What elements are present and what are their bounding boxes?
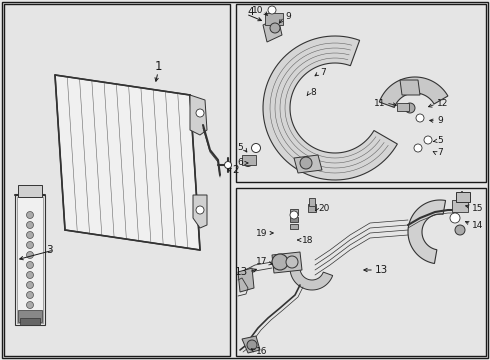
Text: 8: 8	[310, 87, 316, 96]
Polygon shape	[193, 195, 207, 228]
Text: 17: 17	[255, 257, 267, 266]
Polygon shape	[55, 75, 200, 250]
Circle shape	[414, 144, 422, 152]
Text: 14: 14	[472, 220, 483, 230]
Bar	[309, 198, 315, 206]
Polygon shape	[238, 268, 254, 292]
Polygon shape	[272, 252, 302, 273]
Circle shape	[26, 292, 33, 298]
Text: 2: 2	[232, 165, 239, 175]
Circle shape	[244, 158, 252, 166]
Text: 10: 10	[251, 5, 263, 14]
Polygon shape	[190, 95, 207, 135]
Polygon shape	[290, 261, 333, 290]
Circle shape	[26, 271, 33, 279]
Polygon shape	[400, 80, 420, 95]
Circle shape	[26, 302, 33, 309]
Circle shape	[300, 157, 312, 169]
Circle shape	[26, 252, 33, 258]
Circle shape	[196, 109, 204, 117]
Text: 6: 6	[237, 158, 243, 166]
Text: 20: 20	[318, 203, 329, 212]
Bar	[290, 217, 298, 222]
Circle shape	[450, 213, 460, 223]
Circle shape	[26, 261, 33, 269]
Text: 5: 5	[437, 135, 443, 144]
Bar	[397, 103, 409, 111]
Circle shape	[268, 6, 276, 14]
Circle shape	[286, 256, 298, 268]
Bar	[18, 185, 42, 197]
Polygon shape	[263, 36, 397, 180]
Circle shape	[251, 144, 261, 153]
Circle shape	[26, 282, 33, 288]
Polygon shape	[379, 77, 448, 108]
Text: 18: 18	[302, 235, 314, 244]
Text: 19: 19	[255, 229, 267, 238]
Text: 13: 13	[235, 267, 248, 277]
Text: 9: 9	[437, 116, 443, 125]
Text: 1: 1	[154, 59, 162, 72]
Circle shape	[455, 225, 465, 235]
Circle shape	[224, 162, 231, 168]
Polygon shape	[294, 155, 322, 173]
Bar	[18, 310, 42, 322]
Polygon shape	[263, 18, 282, 42]
Text: 16: 16	[256, 347, 268, 356]
Text: 9: 9	[285, 12, 291, 21]
Circle shape	[270, 23, 280, 33]
Circle shape	[416, 114, 424, 122]
Circle shape	[26, 221, 33, 229]
Circle shape	[26, 212, 33, 219]
Polygon shape	[242, 336, 260, 353]
Circle shape	[247, 340, 257, 350]
Circle shape	[26, 231, 33, 239]
Circle shape	[26, 311, 33, 319]
Bar	[290, 209, 298, 215]
Circle shape	[424, 136, 432, 144]
Text: 12: 12	[437, 99, 448, 108]
Bar	[452, 200, 468, 212]
Bar	[236, 4, 486, 182]
Text: 3: 3	[47, 245, 53, 255]
Bar	[4, 4, 230, 356]
Bar	[242, 155, 256, 165]
Bar	[236, 188, 486, 356]
Text: 7: 7	[320, 68, 326, 77]
Bar	[15, 195, 45, 325]
Circle shape	[272, 254, 288, 270]
Text: 5: 5	[237, 143, 243, 152]
Bar	[20, 318, 40, 325]
Text: 7: 7	[437, 148, 443, 157]
Bar	[290, 224, 298, 229]
Text: 4: 4	[247, 7, 254, 17]
Bar	[456, 192, 470, 202]
Bar	[265, 13, 283, 25]
Polygon shape	[408, 200, 445, 264]
Circle shape	[196, 206, 204, 214]
Text: 15: 15	[472, 203, 484, 212]
Bar	[308, 204, 316, 212]
Text: 11: 11	[373, 99, 385, 108]
Bar	[17, 197, 43, 323]
Circle shape	[26, 242, 33, 248]
Circle shape	[290, 211, 298, 219]
Text: 13: 13	[375, 265, 388, 275]
Circle shape	[405, 103, 415, 113]
